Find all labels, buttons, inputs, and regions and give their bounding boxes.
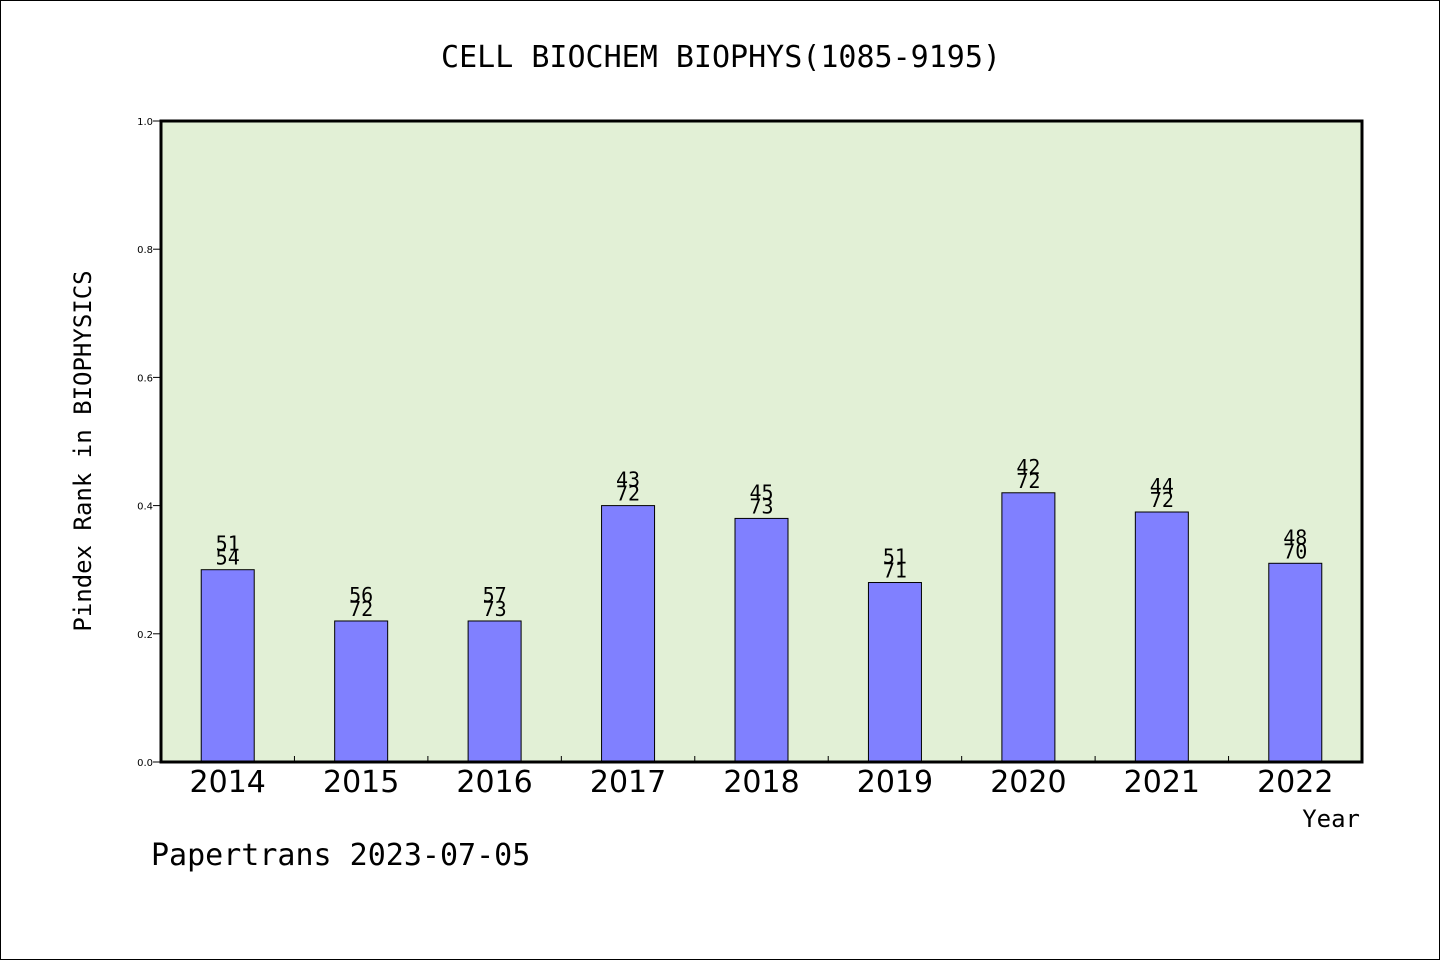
x-tick-label: 2022 xyxy=(1257,765,1333,800)
bar xyxy=(601,505,656,763)
bar-total-label: 54 xyxy=(216,546,240,570)
y-tick-label: 0.4 xyxy=(137,502,153,513)
bar-total-label: 71 xyxy=(883,559,907,583)
bar-rank-label: 45 xyxy=(749,480,773,504)
bar-rank-label: 42 xyxy=(1016,455,1040,479)
bar-total-label: 72 xyxy=(616,482,640,506)
y-axis-label: Pindex Rank in BIOPHYSICS xyxy=(69,270,97,631)
x-tick-label: 2016 xyxy=(456,765,532,800)
x-tick-label: 2020 xyxy=(990,765,1066,800)
bar-total-label: 72 xyxy=(349,597,373,621)
bar xyxy=(734,517,789,763)
footer-credit: Papertrans 2023-07-05 xyxy=(151,838,530,873)
bar xyxy=(334,620,389,763)
bar-rank-label: 57 xyxy=(483,583,507,607)
y-tick-label: 0.0 xyxy=(137,758,153,769)
bar-total-label: 73 xyxy=(483,597,507,621)
x-axis-ticks: 2014 2015 2016 2017 2018 2019 2020 2021 2022 xyxy=(190,756,1333,800)
x-tick-label: 2014 xyxy=(190,765,266,800)
bar-rank-label: 43 xyxy=(616,468,640,492)
x-tick-label: 2021 xyxy=(1124,765,1200,800)
bar-total-label: 70 xyxy=(1283,539,1307,563)
bar xyxy=(1268,562,1323,763)
bar-total-label: 73 xyxy=(749,494,773,518)
plot-border xyxy=(159,119,1364,764)
x-tick-label: 2019 xyxy=(857,765,933,800)
bar-rank-label: 51 xyxy=(216,532,240,556)
y-tick-label: 0.2 xyxy=(137,630,153,641)
y-tick-label: 0.6 xyxy=(137,373,153,384)
bar xyxy=(467,620,522,763)
x-axis-label: Year xyxy=(1302,805,1360,833)
x-tick-label: 2018 xyxy=(723,765,799,800)
x-tick-label: 2017 xyxy=(590,765,666,800)
y-axis-ticks: 0.0 0.2 0.4 0.6 0.8 1.0 xyxy=(137,117,161,769)
x-tick-label: 2015 xyxy=(323,765,399,800)
bar-total-label: 72 xyxy=(1150,488,1174,512)
bars-group xyxy=(200,492,1323,763)
y-tick-label: 0.8 xyxy=(137,245,153,256)
bar-rank-label: 51 xyxy=(883,545,907,569)
bar xyxy=(1001,492,1056,763)
y-tick-label: 1.0 xyxy=(137,117,153,128)
bar-rank-label: 44 xyxy=(1150,474,1174,498)
bar-rank-label: 56 xyxy=(349,583,373,607)
bar-rank-label: 48 xyxy=(1283,525,1307,549)
chart-title: CELL BIOCHEM BIOPHYS(1085-9195) xyxy=(441,40,1001,75)
bar xyxy=(200,569,255,763)
bar-total-label: 72 xyxy=(1016,469,1040,493)
bar xyxy=(1134,511,1189,763)
bar xyxy=(867,582,922,763)
